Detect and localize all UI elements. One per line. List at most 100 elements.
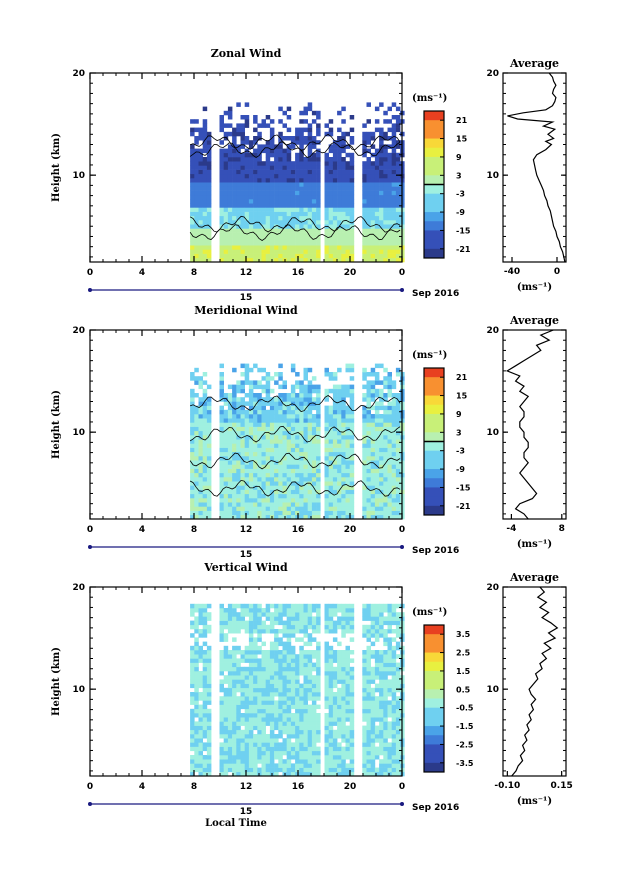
heatmap-cell (274, 236, 279, 242)
heatmap-cell (332, 734, 338, 739)
heatmap-cell (261, 700, 266, 705)
heatmap-cell (299, 472, 304, 478)
heatmap-cell (299, 182, 304, 187)
profile-x-label: (ms⁻¹) (517, 796, 552, 807)
heatmap-cell (337, 190, 342, 196)
heatmap-cell (257, 203, 262, 208)
heatmap-cell (223, 692, 229, 697)
heatmap-cell (236, 721, 241, 726)
heatmap-cell (236, 228, 241, 233)
heatmap-cell (299, 671, 304, 676)
heatmap-cell (274, 468, 279, 474)
heatmap-cell (257, 232, 262, 238)
heatmap-cell (261, 190, 266, 196)
heatmap-cell (227, 603, 233, 609)
heatmap-cell (328, 666, 334, 672)
heatmap-cell (202, 675, 208, 680)
heatmap-cell (194, 249, 199, 254)
heatmap-cell (194, 498, 199, 503)
heatmap-cell (219, 708, 224, 714)
heatmap-cell (257, 224, 262, 229)
heatmap-cell (253, 708, 258, 714)
heatmap-cell (286, 418, 292, 423)
heatmap-cell (349, 152, 355, 158)
heatmap-cell (341, 220, 346, 225)
heatmap-cell (391, 742, 397, 747)
heatmap-cell (202, 245, 208, 250)
heatmap-cell (198, 692, 203, 697)
heatmap-cell (395, 228, 401, 233)
heatmap-cell (244, 687, 250, 693)
heatmap-cell (202, 696, 208, 701)
heatmap-cell (278, 451, 283, 457)
heatmap-cell (379, 746, 384, 752)
heatmap-cell (219, 725, 224, 731)
heatmap-cell (274, 654, 279, 659)
heatmap-cell (257, 397, 262, 402)
heatmap-cell (190, 157, 195, 162)
heatmap-cell (395, 123, 401, 128)
heatmap-cell (269, 376, 275, 381)
heatmap-cell (379, 683, 384, 689)
heatmap-cell (332, 759, 338, 764)
heatmap-cell (337, 456, 342, 461)
heatmap-cell (307, 666, 313, 672)
heatmap-cell (311, 742, 317, 747)
heatmap-cell (295, 763, 300, 768)
heatmap-cell (341, 721, 346, 726)
heatmap-cell (370, 612, 376, 617)
heatmap-cell (349, 708, 355, 714)
heatmap-cell (387, 671, 392, 676)
heatmap-cell (379, 506, 384, 511)
heatmap-cell (379, 612, 384, 617)
heatmap-cell (370, 194, 376, 200)
heatmap-cell (379, 228, 384, 233)
heatmap-cell (261, 510, 266, 516)
heatmap-cell (290, 182, 296, 187)
heatmap-cell (395, 253, 401, 259)
heatmap-cell (232, 211, 237, 217)
heatmap-cell (295, 742, 300, 747)
heatmap-cell (194, 662, 199, 668)
heatmap-cell (265, 372, 271, 377)
heatmap-cell (328, 220, 334, 225)
heatmap-cell (303, 629, 308, 634)
heatmap-cell (282, 683, 287, 689)
heatmap-cell (198, 633, 203, 638)
heatmap-cell (303, 376, 308, 381)
heatmap-cell (190, 439, 195, 444)
heatmap-cell (295, 603, 300, 609)
heatmap-cell (286, 468, 292, 474)
heatmap-cell (194, 451, 199, 457)
heatmap-cell (341, 409, 346, 415)
heatmap-cell (236, 771, 241, 777)
heatmap-cell (290, 485, 296, 490)
heatmap-cell (219, 426, 224, 432)
profile-x-tick-label: -0.10 (494, 781, 520, 791)
heatmap-cell (248, 152, 254, 158)
heatmap-cell (227, 464, 233, 469)
heatmap-cell (337, 468, 342, 474)
heatmap-cell (244, 435, 250, 440)
heatmap-cell (278, 612, 283, 617)
heatmap-cell (345, 422, 350, 427)
heatmap-cell (349, 249, 355, 254)
heatmap-cell (345, 388, 350, 394)
heatmap-cell (265, 430, 271, 436)
heatmap-cell (383, 700, 388, 705)
heatmap-cell (190, 447, 195, 453)
heatmap-cell (278, 236, 283, 242)
heatmap-cell (223, 152, 229, 158)
heatmap-cell (362, 746, 367, 752)
heatmap-cell (328, 245, 334, 250)
heatmap-cell (379, 692, 384, 697)
heatmap-cell (311, 144, 317, 149)
heatmap-cell (240, 152, 245, 158)
heatmap-cell (383, 257, 388, 263)
heatmap-cell (219, 629, 224, 634)
heatmap-cell (278, 650, 283, 655)
heatmap-cell (307, 460, 313, 465)
heatmap-cell (362, 173, 367, 179)
heatmap-cell (290, 645, 296, 651)
heatmap-cell (232, 253, 237, 259)
